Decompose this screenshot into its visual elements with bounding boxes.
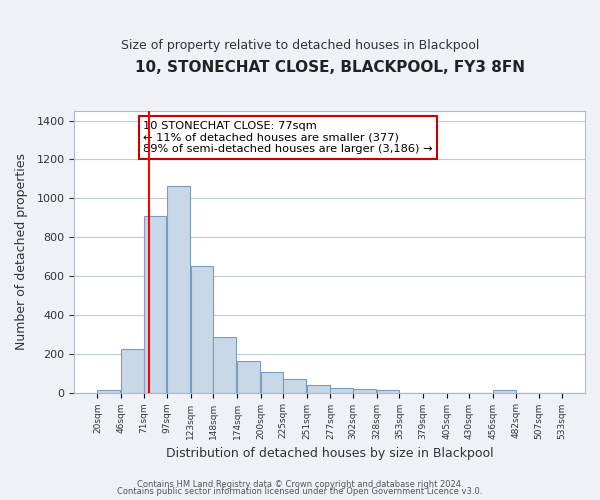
Title: 10, STONECHAT CLOSE, BLACKPOOL, FY3 8FN: 10, STONECHAT CLOSE, BLACKPOOL, FY3 8FN [134,60,524,75]
Bar [493,390,515,392]
Bar [237,362,260,392]
X-axis label: Distribution of detached houses by size in Blackpool: Distribution of detached houses by size … [166,447,493,460]
Bar [214,337,236,392]
Bar [143,216,166,392]
Text: Contains public sector information licensed under the Open Government Licence v3: Contains public sector information licen… [118,487,482,496]
Bar [97,390,120,392]
Bar [167,186,190,392]
Bar [331,388,353,392]
Bar [260,372,283,392]
Bar [283,379,306,392]
Bar [121,349,143,393]
Text: 10 STONECHAT CLOSE: 77sqm
← 11% of detached houses are smaller (377)
89% of semi: 10 STONECHAT CLOSE: 77sqm ← 11% of detac… [143,120,433,154]
Y-axis label: Number of detached properties: Number of detached properties [15,153,28,350]
Bar [307,385,329,392]
Bar [191,266,214,392]
Text: Size of property relative to detached houses in Blackpool: Size of property relative to detached ho… [121,38,479,52]
Text: Contains HM Land Registry data © Crown copyright and database right 2024.: Contains HM Land Registry data © Crown c… [137,480,463,489]
Bar [377,390,400,392]
Bar [353,388,376,392]
